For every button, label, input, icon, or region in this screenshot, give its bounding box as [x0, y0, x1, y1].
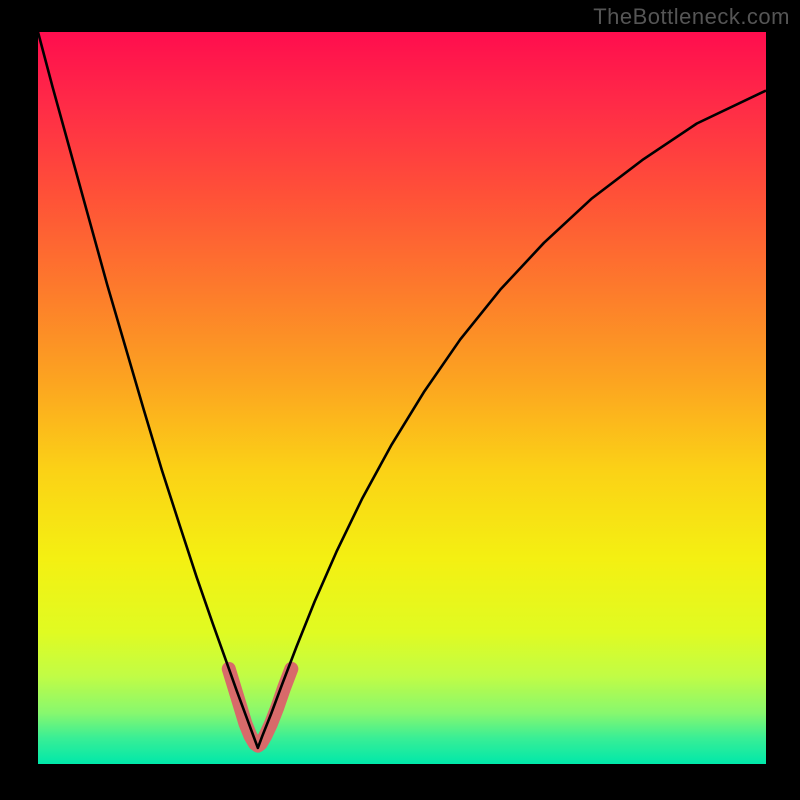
- plot-background: [38, 32, 766, 764]
- watermark-text: TheBottleneck.com: [593, 4, 790, 30]
- chart-stage: TheBottleneck.com: [0, 0, 800, 800]
- bottleneck-chart: [0, 0, 800, 800]
